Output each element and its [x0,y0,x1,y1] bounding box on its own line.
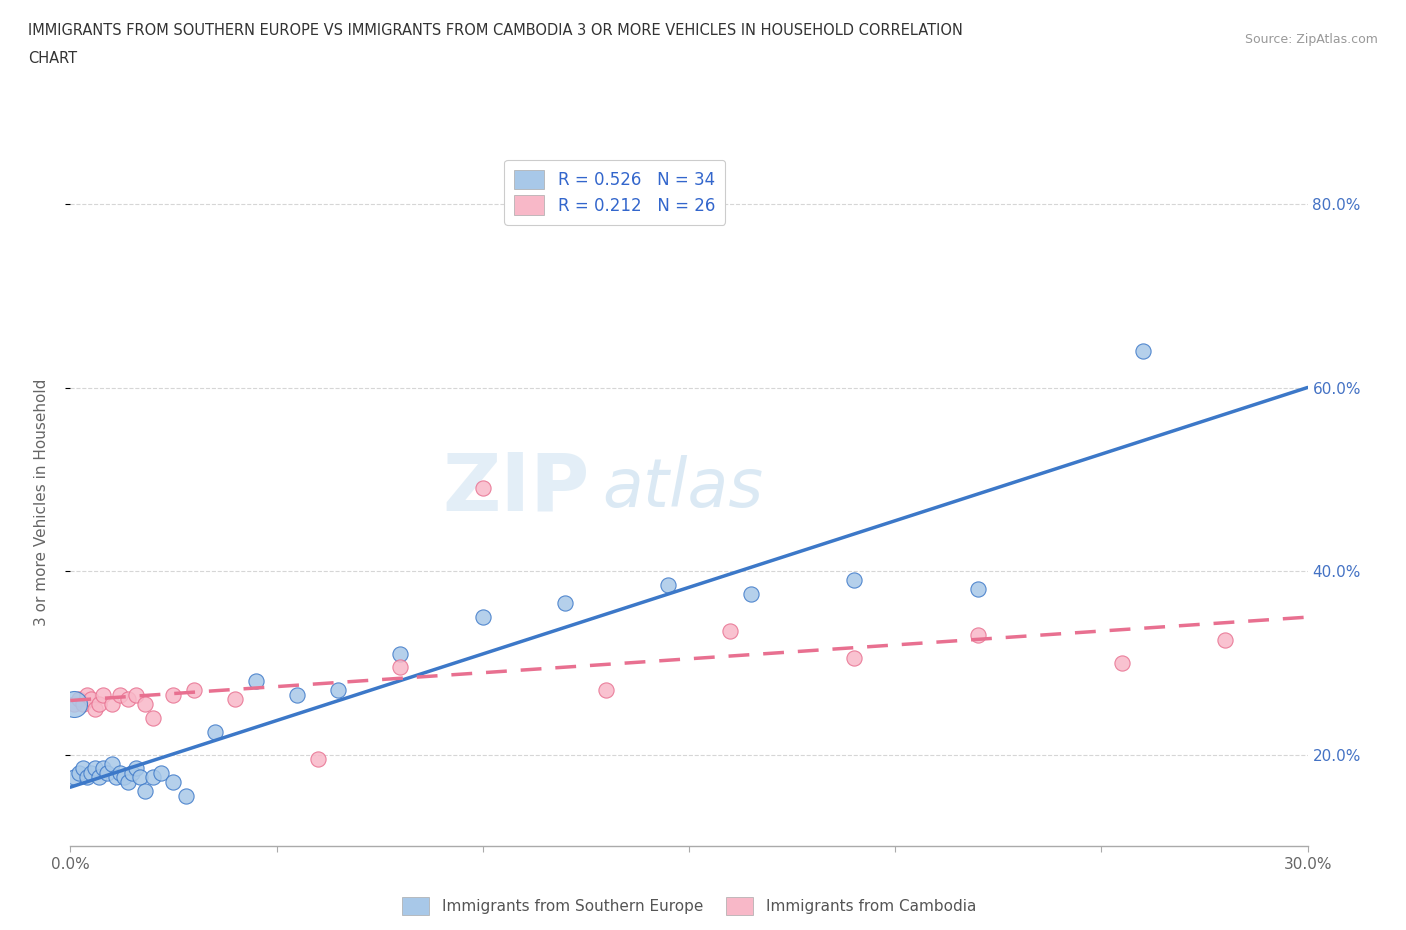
Point [966,582,988,597]
Point [125,687,148,702]
Point [80,692,103,707]
Point [471,481,494,496]
Legend: Immigrants from Southern Europe, Immigrants from Cambodia: Immigrants from Southern Europe, Immigra… [395,891,983,922]
Point [91,761,114,776]
Point [100,697,122,711]
Point [100,756,122,771]
Point [76,687,98,702]
Point [389,660,412,675]
Point [91,687,114,702]
Point [842,651,865,666]
Point [121,765,143,780]
Point [89,770,111,785]
Point [307,751,329,766]
Point [142,770,165,785]
Text: CHART: CHART [28,51,77,66]
Point [328,683,350,698]
Point [740,587,762,602]
Point [162,775,184,790]
Point [117,692,139,707]
Point [89,697,111,711]
Point [285,687,308,702]
Text: ZIP: ZIP [443,449,591,527]
Point [389,646,412,661]
Point [554,596,576,611]
Point [125,761,148,776]
Point [84,761,107,776]
Point [142,711,165,725]
Point [134,784,156,799]
Y-axis label: 3 or more Vehicles in Household: 3 or more Vehicles in Household [35,379,49,626]
Point [63,770,86,785]
Point [1132,343,1154,358]
Point [471,609,494,624]
Point [80,765,103,780]
Point [63,697,86,711]
Point [1111,656,1133,671]
Point [72,761,94,776]
Point [204,724,226,739]
Point [245,673,267,688]
Point [108,765,131,780]
Point [67,765,90,780]
Point [183,683,205,698]
Point [657,578,679,592]
Point [162,687,184,702]
Point [67,692,90,707]
Point [112,770,135,785]
Point [1213,632,1236,647]
Point [150,765,173,780]
Text: IMMIGRANTS FROM SOUTHERN EUROPE VS IMMIGRANTS FROM CAMBODIA 3 OR MORE VEHICLES I: IMMIGRANTS FROM SOUTHERN EUROPE VS IMMIG… [28,23,963,38]
Point [129,770,152,785]
Point [174,789,197,804]
Point [718,623,741,638]
Point [104,770,127,785]
Point [966,628,988,643]
Point [224,692,246,707]
Point [84,701,107,716]
Point [134,697,156,711]
Text: atlas: atlas [602,456,763,522]
Point [842,573,865,588]
Point [595,683,617,698]
Text: Source: ZipAtlas.com: Source: ZipAtlas.com [1244,33,1378,46]
Point [117,775,139,790]
Point [63,697,86,711]
Point [96,765,118,780]
Point [108,687,131,702]
Point [76,770,98,785]
Point [72,697,94,711]
